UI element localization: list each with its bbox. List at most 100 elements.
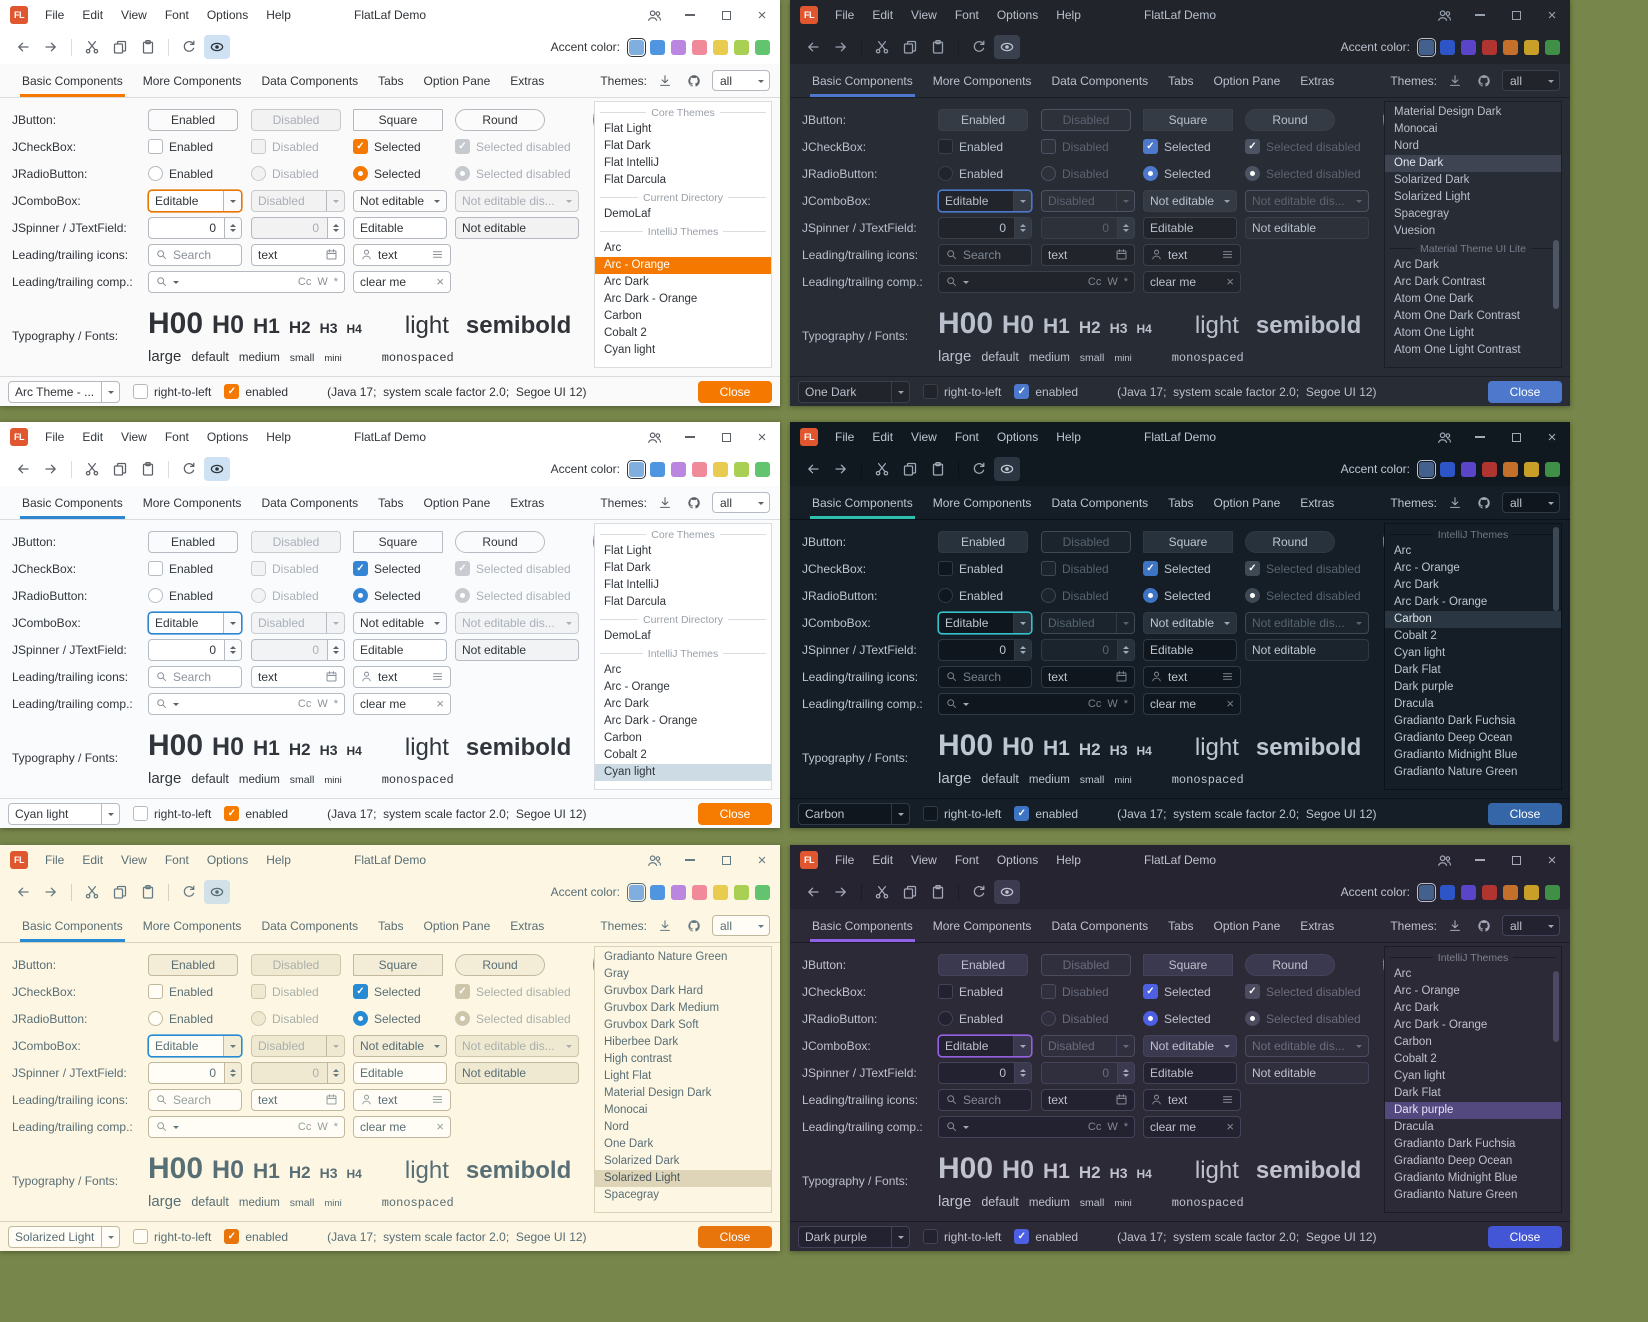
combo-arrow-icon[interactable] [223, 190, 241, 211]
round-button[interactable]: Round [455, 530, 545, 553]
accent-swatch[interactable] [650, 884, 665, 900]
copy-icon[interactable] [897, 457, 923, 481]
theme-filter-combo[interactable]: all [712, 492, 770, 513]
tab-basic-components[interactable]: Basic Components [12, 64, 133, 97]
textfield-editable[interactable]: Editable [1143, 216, 1237, 239]
checkbox-selected[interactable]: ✓ Selected [353, 561, 421, 576]
enabled-checkbox[interactable]: ✓ enabled [224, 384, 288, 399]
date-field[interactable]: text [1041, 243, 1135, 266]
spinner-arrows-icon[interactable] [224, 639, 241, 660]
close-window-button[interactable]: × [1547, 6, 1557, 24]
accent-swatch[interactable] [1503, 39, 1518, 55]
accent-swatch[interactable] [692, 884, 707, 900]
theme-item[interactable]: Flat Darcula [604, 596, 666, 608]
right-to-left-checkbox[interactable]: right-to-left [133, 384, 211, 399]
date-field[interactable]: text [251, 1088, 345, 1111]
radio-selected[interactable]: Selected [1143, 588, 1211, 603]
back-icon[interactable] [10, 880, 36, 904]
spinner-arrows-icon[interactable] [224, 217, 241, 238]
theme-item[interactable]: Flat IntelliJ [604, 579, 659, 591]
theme-item[interactable]: Carbon [1394, 1036, 1432, 1048]
tab-tabs[interactable]: Tabs [378, 918, 404, 933]
tab-extras[interactable]: Extras [1300, 73, 1335, 88]
theme-item[interactable]: Light Flat [604, 1070, 652, 1082]
tab-data-components[interactable]: Data Components [1051, 73, 1149, 88]
tab-extras[interactable]: Extras [1300, 918, 1335, 933]
accent-swatch[interactable] [1545, 884, 1560, 900]
menu-item-edit[interactable]: Edit [872, 8, 894, 22]
tab-data-components[interactable]: Data Components [261, 918, 359, 933]
maximize-button[interactable] [1498, 422, 1534, 452]
back-icon[interactable] [10, 35, 36, 59]
accent-swatch[interactable] [692, 461, 707, 477]
back-icon[interactable] [800, 880, 826, 904]
accent-swatch[interactable] [1419, 461, 1434, 477]
combo-arrow-icon[interactable] [223, 612, 241, 633]
match-case-toggle[interactable]: Cc [297, 275, 312, 288]
theme-item[interactable]: Dark purple [1394, 681, 1454, 693]
theme-item[interactable]: Solarized Light [595, 1170, 771, 1187]
whole-word-toggle[interactable]: W [317, 275, 328, 288]
tab-data-components[interactable]: Data Components [261, 495, 359, 510]
theme-item[interactable]: Dark Flat [1394, 664, 1441, 676]
tab-tabs[interactable]: Tabs [1168, 918, 1194, 933]
tab-extras[interactable]: Extras [510, 918, 545, 933]
menu-item-file[interactable]: File [835, 430, 855, 444]
theme-item[interactable]: Solarized Light [1394, 191, 1471, 203]
radio-selected[interactable]: Selected [353, 588, 421, 603]
checkbox-selected[interactable]: ✓ Selected [353, 984, 421, 999]
theme-item[interactable]: Gradianto Dark Fuchsia [1394, 715, 1516, 727]
refresh-icon[interactable] [176, 880, 202, 904]
theme-item[interactable]: Gruvbox Dark Soft [604, 1019, 699, 1031]
titlebar[interactable]: FL File Edit View Font Options Help FlatLaf D… [0, 422, 780, 452]
titlebar[interactable]: FL File Edit View Font Options Help FlatLaf D… [0, 845, 780, 875]
paste-icon[interactable] [925, 880, 951, 904]
accent-swatch[interactable] [692, 39, 707, 55]
clear-icon[interactable]: × [436, 696, 444, 711]
date-field[interactable]: text [251, 243, 345, 266]
date-field[interactable]: text [251, 665, 345, 688]
scrollbar-thumb[interactable] [1553, 970, 1559, 1043]
round-button[interactable]: Round [1245, 530, 1335, 553]
date-field[interactable]: text [1041, 1088, 1135, 1111]
maximize-button[interactable] [708, 422, 744, 452]
users-icon[interactable] [1426, 0, 1462, 30]
match-case-toggle[interactable]: Cc [1087, 275, 1102, 288]
spinner[interactable]: 0 [938, 1061, 1032, 1084]
tab-basic-components[interactable]: Basic Components [802, 486, 923, 519]
theme-item[interactable]: Hiberbee Dark [604, 1036, 679, 1048]
accent-swatch[interactable] [1524, 461, 1539, 477]
regex-toggle[interactable]: * [333, 1120, 338, 1133]
menu-item-file[interactable]: File [835, 853, 855, 867]
theme-item[interactable]: Arc - Orange [1394, 562, 1460, 574]
close-button[interactable]: Close [1488, 1225, 1562, 1248]
theme-item[interactable]: High contrast [604, 1053, 672, 1065]
theme-filter-combo[interactable]: all [1502, 70, 1560, 91]
combobox-not-editable[interactable]: Not editable [1143, 611, 1237, 634]
combobox-editable[interactable]: Editable [938, 1034, 1032, 1057]
close-button[interactable]: Close [698, 1225, 772, 1248]
theme-filter-combo[interactable]: all [1502, 492, 1560, 513]
match-case-toggle[interactable]: Cc [297, 1120, 312, 1133]
accent-swatch[interactable] [1545, 39, 1560, 55]
close-button[interactable]: Close [698, 380, 772, 403]
radio-enabled[interactable]: Enabled [148, 588, 213, 603]
cut-icon[interactable] [869, 880, 895, 904]
checkbox-selected[interactable]: ✓ Selected [1143, 984, 1211, 999]
user-field[interactable]: text [353, 243, 451, 266]
minimize-button[interactable] [672, 422, 708, 452]
copy-icon[interactable] [107, 35, 133, 59]
menu-item-view[interactable]: View [911, 853, 937, 867]
regex-toggle[interactable]: * [1123, 697, 1128, 710]
spinner-arrows-icon[interactable] [224, 1062, 241, 1083]
checkbox-enabled[interactable]: Enabled [938, 139, 1003, 154]
download-icon[interactable] [654, 491, 676, 515]
accent-swatch[interactable] [1524, 39, 1539, 55]
theme-selector-combo[interactable]: Carbon [798, 802, 910, 825]
refresh-icon[interactable] [176, 457, 202, 481]
download-icon[interactable] [1444, 69, 1466, 93]
accent-swatch[interactable] [1461, 884, 1476, 900]
minimize-button[interactable] [1462, 422, 1498, 452]
back-icon[interactable] [10, 457, 36, 481]
right-to-left-checkbox[interactable]: right-to-left [133, 806, 211, 821]
